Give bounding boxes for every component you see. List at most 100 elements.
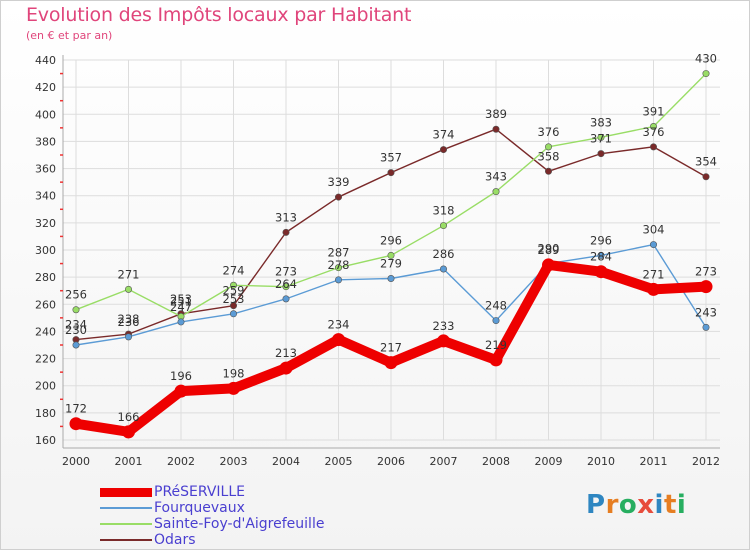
- data-label: 219: [485, 338, 507, 352]
- data-point: [334, 264, 342, 272]
- data-label: 339: [328, 175, 350, 189]
- data-point: [282, 295, 290, 303]
- x-tick-label: 2002: [167, 455, 195, 468]
- data-point: [334, 193, 342, 201]
- x-tick-label: 2010: [587, 455, 615, 468]
- data-label: 358: [538, 149, 560, 163]
- data-label: 273: [695, 265, 717, 279]
- y-tick-label: 240: [35, 325, 56, 338]
- grid: [63, 59, 720, 441]
- data-label: 278: [328, 258, 350, 272]
- legend-label-sainte-foy: Sainte-Foy-d'Aigrefeuille: [154, 516, 325, 532]
- data-label: 296: [380, 233, 402, 247]
- data-label: 430: [695, 52, 717, 66]
- data-label: 236: [118, 315, 140, 329]
- data-label: 371: [590, 132, 612, 146]
- legend-item-odars[interactable]: Odars: [100, 532, 324, 548]
- data-label: 234: [65, 318, 87, 332]
- data-point: [279, 361, 293, 375]
- data-label: 289: [538, 243, 560, 257]
- data-point: [544, 143, 552, 151]
- legend-swatch-sainte-foy: [100, 523, 152, 525]
- legend-swatch-odars: [100, 539, 152, 541]
- x-tick-label: 2003: [220, 455, 248, 468]
- data-label: 287: [328, 246, 350, 260]
- proxiti-logo: Proxiti: [586, 490, 686, 520]
- data-label: 343: [485, 170, 507, 184]
- data-point: [492, 188, 500, 196]
- data-label: 264: [275, 277, 297, 291]
- x-tick-label: 2004: [272, 455, 300, 468]
- y-tick-label: 200: [35, 380, 56, 393]
- data-label: 279: [380, 257, 402, 271]
- legend-item-fourquevaux[interactable]: Fourquevaux: [100, 500, 324, 516]
- data-point: [594, 265, 608, 279]
- x-tick-label: 2007: [430, 455, 458, 468]
- data-point: [702, 173, 710, 181]
- data-point: [492, 317, 500, 325]
- logo-letter: o: [618, 490, 638, 520]
- data-point: [72, 341, 80, 349]
- data-label: 274: [223, 263, 245, 277]
- y-tick-label: 420: [35, 81, 56, 94]
- legend-label-odars: Odars: [154, 532, 196, 548]
- data-label: 233: [433, 319, 455, 333]
- data-label: 286: [433, 247, 455, 261]
- x-tick-label: 2006: [377, 455, 405, 468]
- data-label: 247: [170, 300, 192, 314]
- logo-letter: x: [637, 490, 655, 520]
- legend-swatch-preserville: [100, 487, 152, 497]
- data-label: 243: [695, 305, 717, 319]
- data-point: [439, 146, 447, 154]
- data-point: [387, 274, 395, 282]
- y-tick-label: 160: [35, 434, 56, 447]
- data-label: 354: [695, 155, 717, 169]
- x-tick-label: 2009: [535, 455, 563, 468]
- legend-item-preserville[interactable]: PRéSERVILLE: [100, 484, 324, 500]
- data-label: 234: [328, 318, 350, 332]
- data-label: 251: [170, 295, 192, 309]
- chart-title: Evolution des Impôts locaux par Habitant: [26, 4, 412, 26]
- data-point: [387, 251, 395, 259]
- data-point: [649, 123, 657, 131]
- data-label: 217: [380, 341, 402, 355]
- x-tick-label: 2008: [482, 455, 510, 468]
- data-point: [699, 280, 713, 294]
- x-tick-label: 2012: [692, 455, 720, 468]
- data-label: 290: [538, 242, 560, 256]
- legend-swatch-fourquevaux: [100, 507, 152, 509]
- data-point: [177, 318, 185, 326]
- data-label: 198: [223, 366, 245, 380]
- data-label: 271: [643, 267, 665, 281]
- data-point: [334, 276, 342, 284]
- data-point: [282, 283, 290, 291]
- series-layer: [69, 70, 713, 439]
- legend-label-fourquevaux: Fourquevaux: [154, 500, 245, 516]
- data-point: [387, 169, 395, 177]
- data-label: 389: [485, 107, 507, 121]
- y-tick-label: 180: [35, 407, 56, 420]
- data-point: [702, 70, 710, 78]
- data-label: 253: [170, 292, 192, 306]
- data-label: 318: [433, 204, 455, 218]
- data-point: [544, 167, 552, 175]
- data-label: 253: [223, 292, 245, 306]
- data-point: [125, 333, 133, 341]
- logo-letter: t: [663, 490, 677, 520]
- data-label: 213: [275, 346, 297, 360]
- data-label: 273: [275, 265, 297, 279]
- data-point: [384, 356, 398, 370]
- x-tick-label: 2000: [62, 455, 90, 468]
- y-tick-label: 320: [35, 217, 56, 230]
- legend-item-sainte-foy[interactable]: Sainte-Foy-d'Aigrefeuille: [100, 516, 324, 532]
- data-point: [489, 353, 503, 367]
- data-label: 256: [65, 288, 87, 302]
- data-label: 304: [643, 223, 665, 237]
- data-label: 284: [590, 250, 612, 264]
- data-point: [282, 228, 290, 236]
- data-point: [649, 241, 657, 249]
- data-point: [597, 133, 605, 141]
- data-point: [492, 125, 500, 133]
- data-point: [439, 222, 447, 230]
